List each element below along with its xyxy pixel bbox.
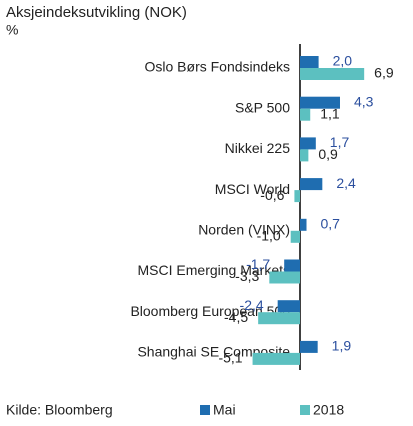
value-label: 1,1 bbox=[320, 105, 340, 121]
bar bbox=[300, 137, 316, 150]
bar bbox=[300, 149, 309, 162]
bar bbox=[300, 56, 319, 68]
value-label: -2,4 bbox=[240, 297, 264, 313]
category-label: Oslo Børs Fondsindeks bbox=[145, 59, 291, 75]
bar bbox=[300, 68, 365, 80]
legend-swatch bbox=[300, 405, 310, 415]
legend-label: Mai bbox=[213, 402, 236, 418]
category-label: MSCI World bbox=[215, 181, 290, 197]
chart-title: Aksjeindeksutvikling (NOK) bbox=[6, 4, 187, 21]
value-label: 4,3 bbox=[354, 93, 374, 109]
value-label: 2,4 bbox=[336, 175, 356, 191]
bar bbox=[300, 340, 318, 353]
category-label: Norden (VINX) bbox=[198, 222, 290, 238]
bar bbox=[258, 312, 300, 325]
value-label: 6,9 bbox=[374, 65, 394, 81]
legend-swatch bbox=[200, 405, 210, 415]
value-label: 0,9 bbox=[318, 146, 338, 162]
bar bbox=[277, 300, 300, 313]
bar bbox=[300, 96, 340, 109]
value-label: 1,7 bbox=[330, 134, 350, 150]
value-label: -1,0 bbox=[257, 228, 281, 244]
value-label: 1,9 bbox=[332, 338, 352, 354]
bar bbox=[290, 230, 300, 243]
bar bbox=[269, 271, 300, 284]
value-label: 2,0 bbox=[333, 53, 353, 69]
value-label: -1,7 bbox=[246, 256, 270, 272]
legend-label: 2018 bbox=[313, 402, 344, 418]
bar bbox=[300, 218, 307, 231]
subtitle: % bbox=[6, 22, 18, 38]
bar bbox=[300, 178, 323, 191]
bar bbox=[300, 108, 311, 121]
category-label: Shanghai SE Composite bbox=[137, 344, 290, 360]
value-label: -5,1 bbox=[218, 350, 242, 366]
category-label: Nikkei 225 bbox=[225, 140, 291, 156]
value-label: 0,7 bbox=[321, 216, 341, 232]
category-label: S&P 500 bbox=[235, 99, 290, 115]
bar bbox=[294, 190, 300, 203]
bar bbox=[252, 352, 300, 365]
value-label: -0,6 bbox=[260, 187, 284, 203]
value-label: -4,5 bbox=[224, 309, 248, 325]
source: Kilde: Bloomberg bbox=[6, 402, 113, 418]
bar bbox=[284, 259, 300, 272]
value-label: -3,3 bbox=[235, 268, 259, 284]
category-label: MSCI Emerging Markets bbox=[138, 262, 290, 278]
category-label: Bloomberg European 500 bbox=[130, 303, 290, 319]
